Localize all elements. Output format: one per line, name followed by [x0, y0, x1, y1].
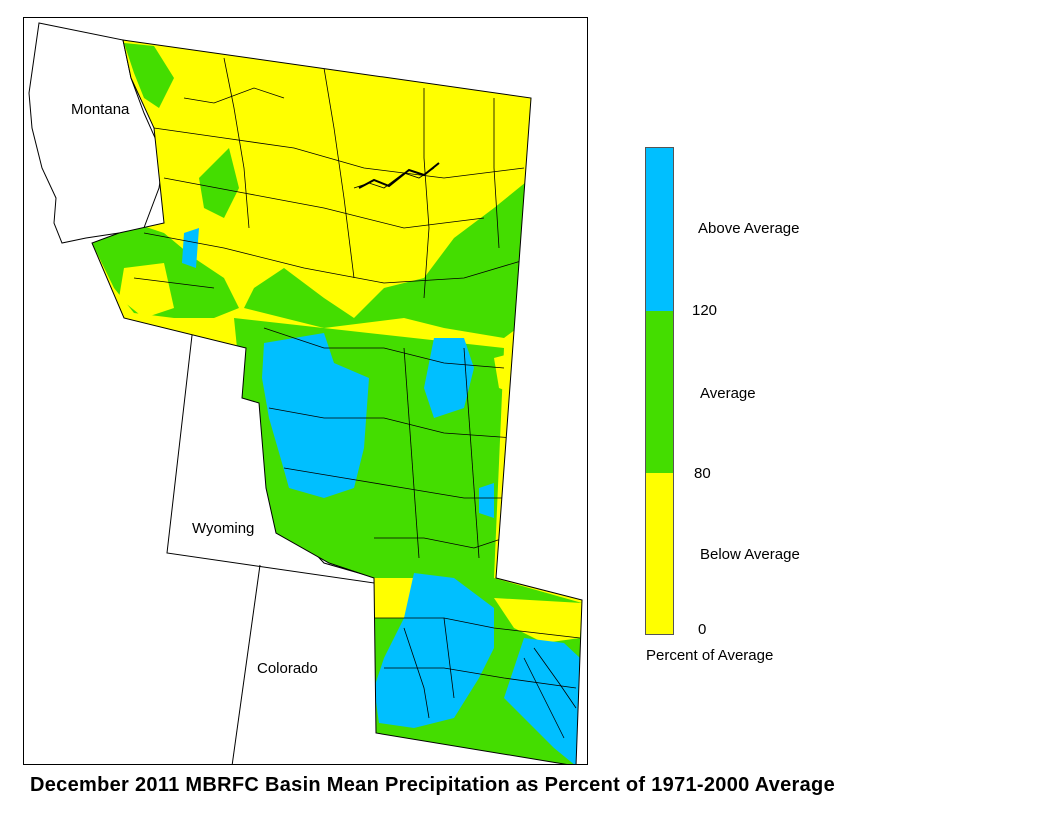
- state-label-wyoming: Wyoming: [192, 520, 255, 537]
- below-average-patch-west: [119, 263, 174, 318]
- legend-tick-80: 80: [694, 465, 711, 482]
- map-caption: December 2011 MBRFC Basin Mean Precipita…: [30, 774, 835, 796]
- legend-tick-0: 0: [698, 621, 707, 638]
- legend-label-average: Average: [700, 385, 756, 402]
- state-label-colorado: Colorado: [257, 660, 318, 677]
- basin-map-svg: [28, 22, 583, 764]
- above-average-area-small: [182, 228, 199, 268]
- legend-color-bar: [645, 147, 674, 635]
- above-average-area: [262, 333, 369, 498]
- legend-swatch-average: [646, 311, 673, 473]
- legend-label-below: Below Average: [700, 546, 800, 563]
- legend-swatch-below: [646, 473, 673, 634]
- above-average-area-colorado: [374, 573, 494, 728]
- basin-boundaries: [133, 57, 581, 739]
- basin-map: Montana Wyoming Colorado: [23, 17, 588, 765]
- basin-region-outline: [91, 39, 583, 764]
- montana-west-outline: [28, 22, 165, 244]
- colorado-border: [231, 564, 261, 764]
- state-label-montana: Montana: [71, 101, 130, 118]
- legend-title: Percent of Average: [646, 647, 774, 664]
- above-average-area-small-east: [479, 483, 494, 518]
- river-line: [358, 162, 440, 189]
- above-average-area-colorado-east: [504, 638, 580, 764]
- legend-label-above: Above Average: [698, 220, 800, 237]
- average-area: [244, 178, 531, 338]
- above-average-area-east: [424, 338, 474, 418]
- legend-tick-120: 120: [692, 302, 718, 319]
- legend-swatch-above: [646, 148, 673, 311]
- below-average-patch-east: [494, 598, 582, 643]
- average-area-north: [124, 43, 174, 108]
- average-area-upper: [199, 148, 239, 218]
